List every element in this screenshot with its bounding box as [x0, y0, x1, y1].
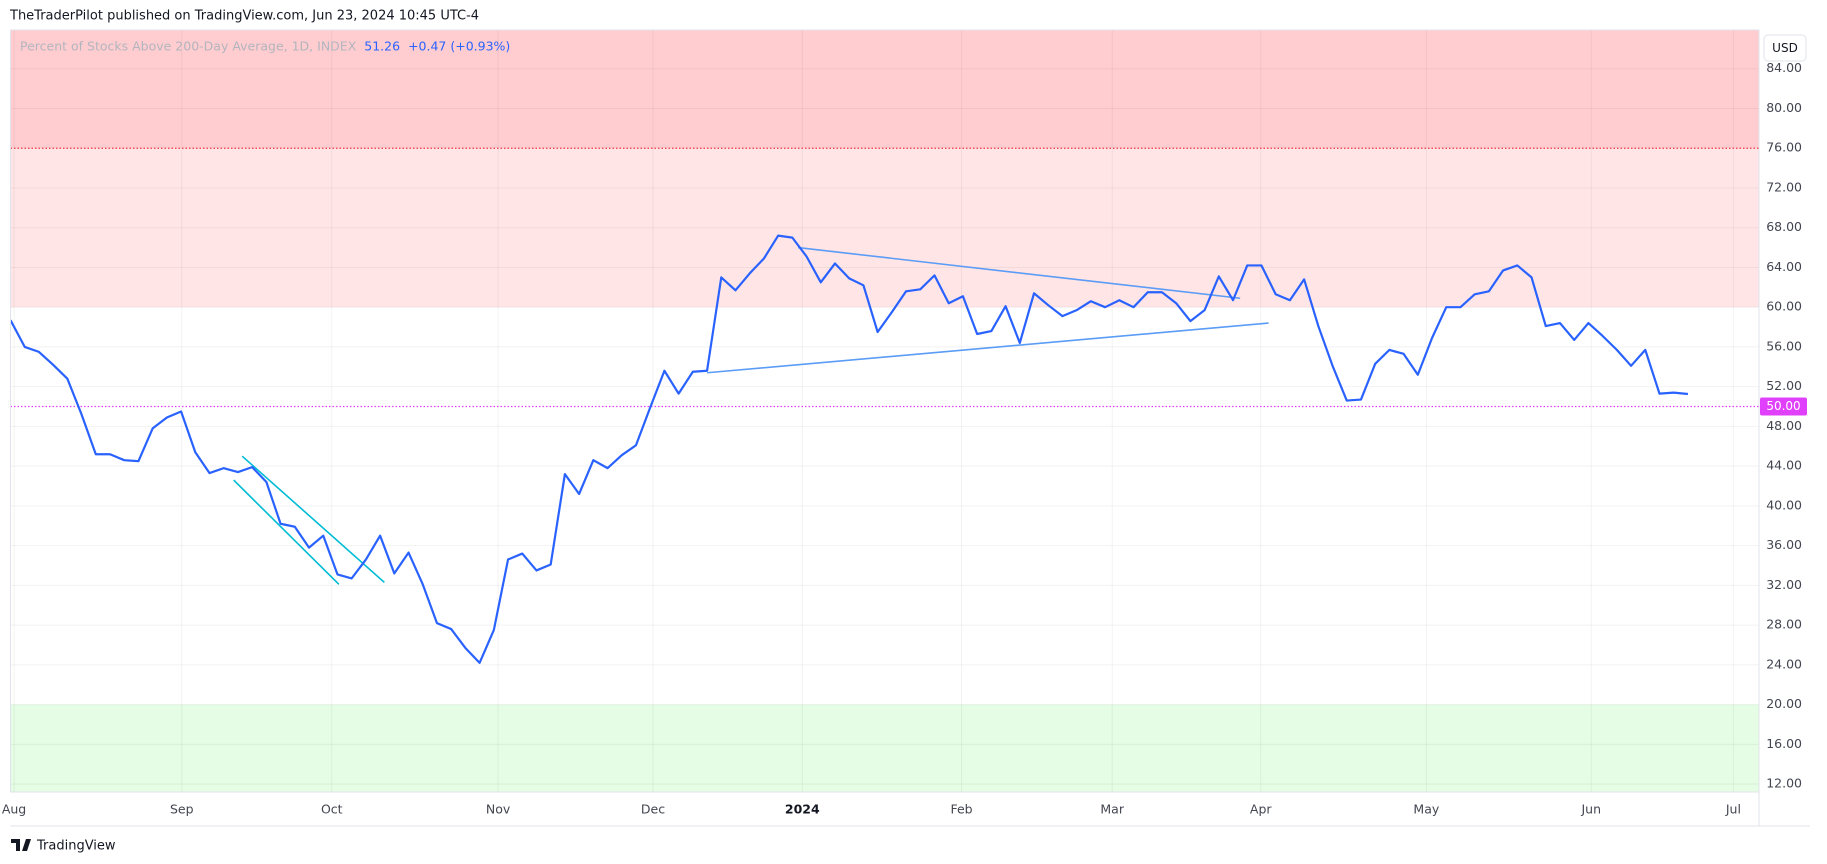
x-tick-label: Oct	[321, 802, 343, 817]
y-tick-label: 44.00	[1766, 458, 1802, 473]
trendline	[241, 455, 385, 583]
trendline	[706, 322, 1269, 374]
y-tick-label: 68.00	[1766, 219, 1802, 234]
brand: TradingView	[11, 839, 116, 854]
y-tick-label: 36.00	[1766, 537, 1802, 552]
x-tick-label: Jul	[1725, 802, 1741, 817]
x-tick-label: May	[1413, 802, 1439, 817]
price-label-box	[1760, 397, 1807, 416]
trendline	[233, 479, 340, 585]
legend-change: +0.47 (+0.93%)	[408, 39, 510, 54]
y-tick-label: 48.00	[1766, 418, 1802, 433]
y-tick-label: 72.00	[1766, 179, 1802, 194]
y-tick-label: 32.00	[1766, 577, 1802, 592]
price-label: 50.00	[1766, 399, 1800, 413]
zone	[10, 30, 1759, 149]
legend-value: 51.26	[364, 39, 400, 54]
currency[interactable]: USD	[1772, 41, 1798, 55]
currency-box[interactable]	[1763, 34, 1807, 62]
publisher: TheTraderPilot published on TradingView.…	[9, 9, 479, 24]
zone	[10, 704, 1759, 792]
y-tick-label: 60.00	[1766, 299, 1802, 314]
y-tick-label: 40.00	[1766, 497, 1802, 512]
x-tick-label: Nov	[486, 802, 511, 817]
x-tick-label: Sep	[170, 802, 194, 817]
y-tick-label: 76.00	[1766, 140, 1802, 155]
y-tick-label: 20.00	[1766, 696, 1802, 711]
y-tick-label: 24.00	[1766, 656, 1802, 671]
plot-area	[10, 30, 1759, 792]
brand-logo	[11, 839, 31, 851]
y-tick-label: 16.00	[1766, 736, 1802, 751]
y-tick-label: 52.00	[1766, 378, 1802, 393]
legend: Percent of Stocks Above 200-Day Average,…	[20, 39, 510, 54]
x-tick-label: Dec	[641, 802, 665, 817]
y-tick-label: 28.00	[1766, 617, 1802, 632]
x-tick-label: 2024	[785, 802, 820, 817]
x-tick-label: Jun	[1580, 802, 1601, 817]
trendline	[797, 246, 1241, 300]
x-tick-label: Mar	[1100, 802, 1124, 817]
x-tick-label: Apr	[1250, 802, 1272, 817]
zone	[10, 148, 1759, 308]
x-tick-label: Feb	[950, 802, 972, 817]
series-line	[10, 234, 1689, 664]
legend-title: Percent of Stocks Above 200-Day Average,…	[20, 39, 357, 54]
x-tick-label: Aug	[2, 802, 26, 817]
y-tick-label: 64.00	[1766, 259, 1802, 274]
y-tick-label: 56.00	[1766, 338, 1802, 353]
brand-name: TradingView	[36, 839, 116, 854]
y-tick-label: 80.00	[1766, 100, 1802, 115]
y-tick-label: 12.00	[1766, 776, 1802, 791]
y-tick-label: 84.00	[1766, 60, 1802, 75]
